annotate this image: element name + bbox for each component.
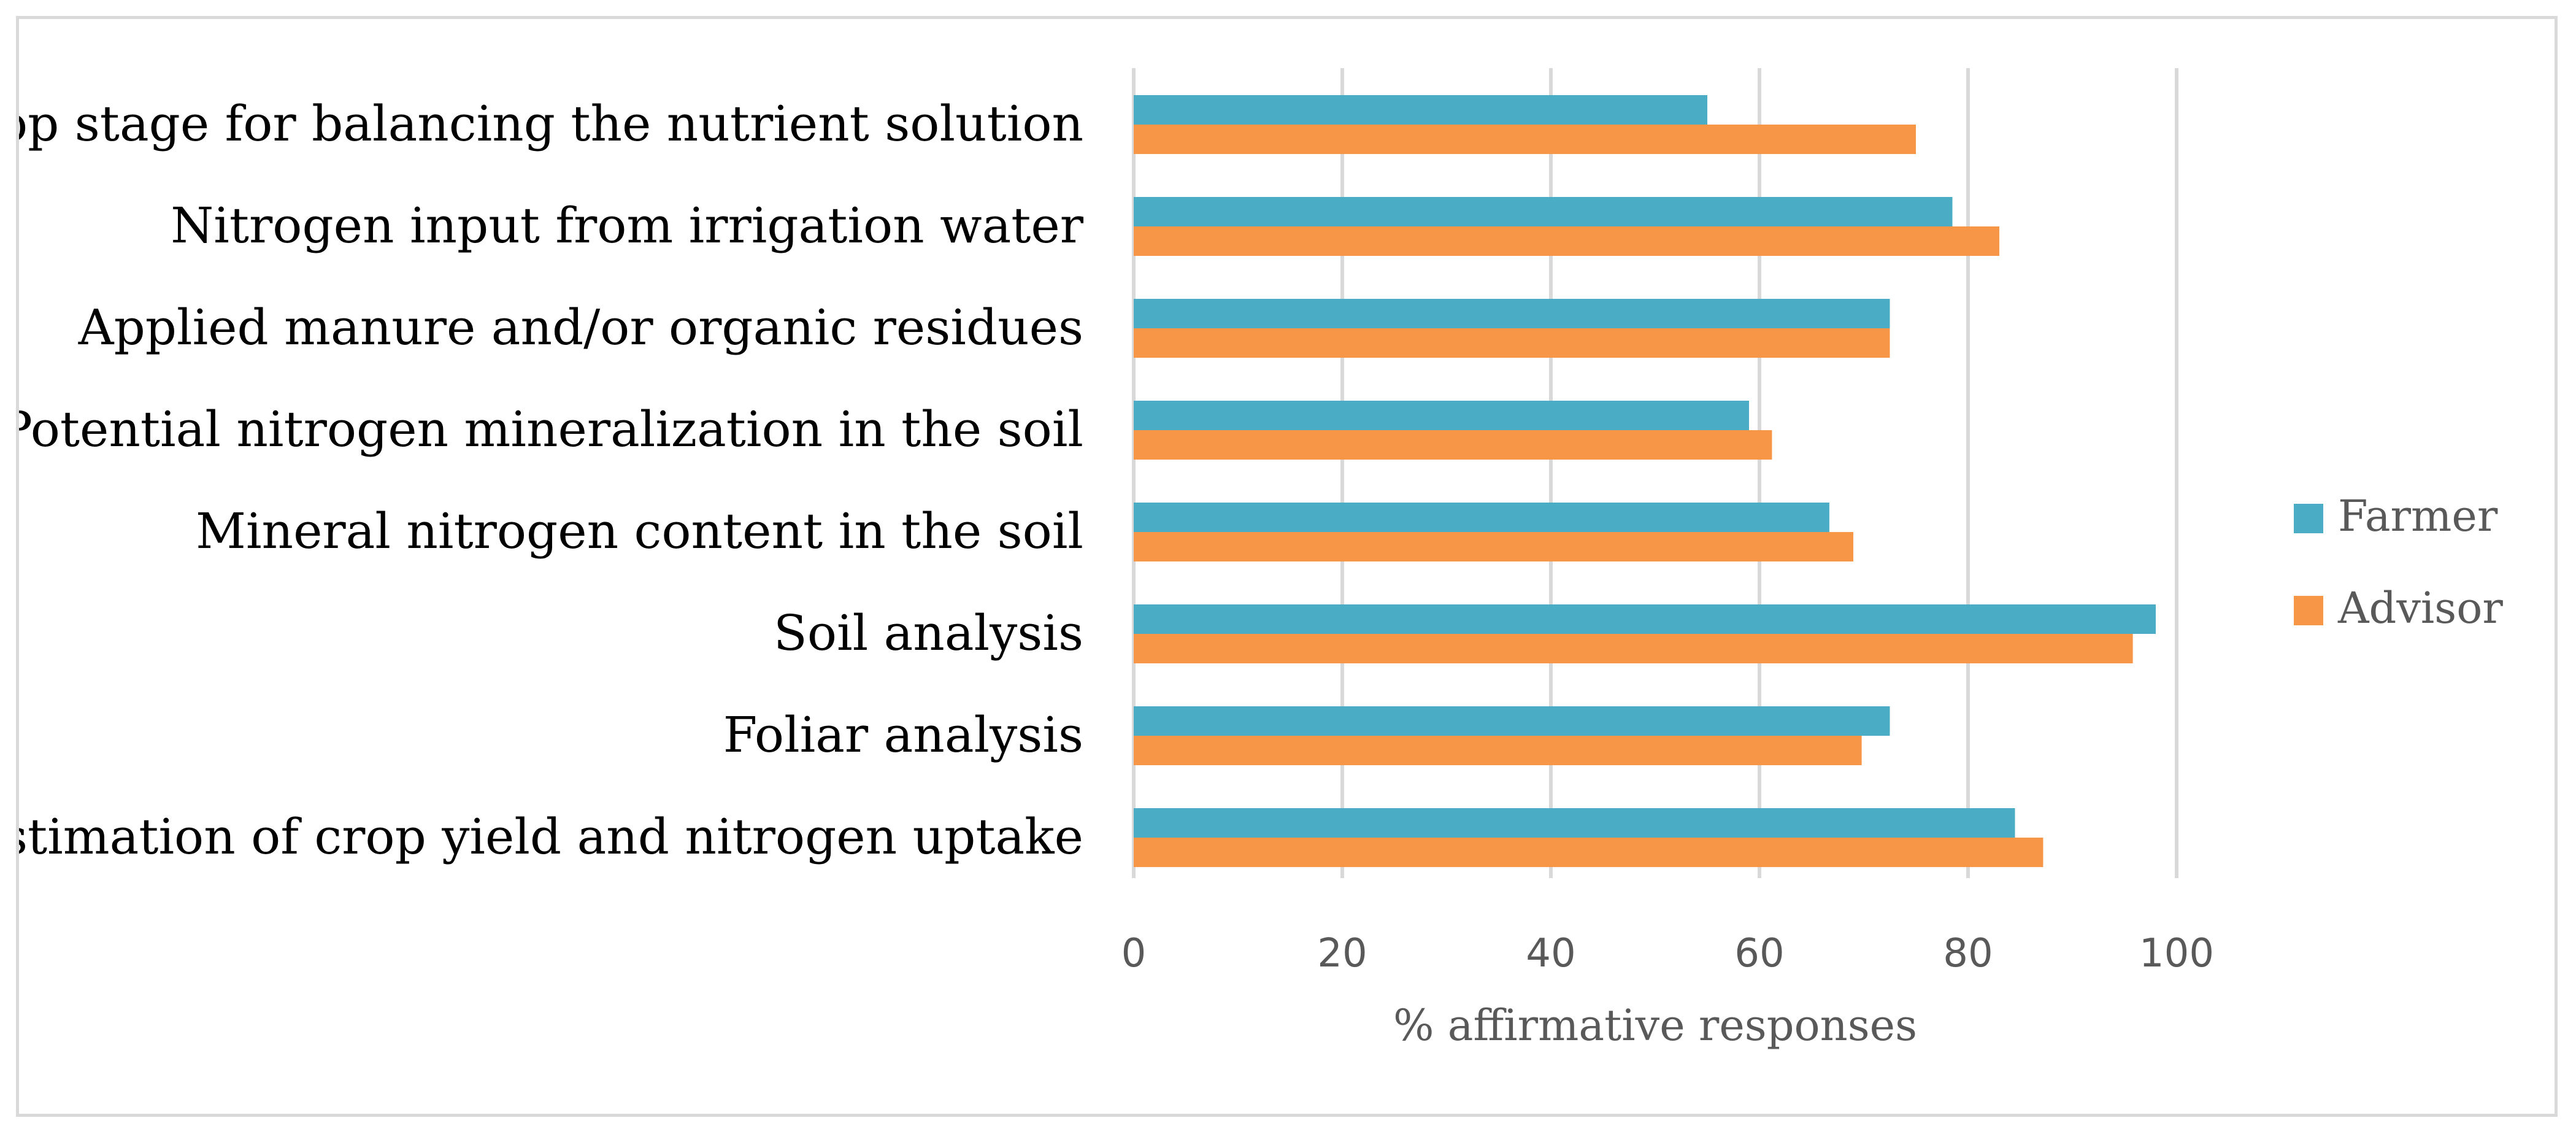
bar-advisor (1134, 226, 1999, 256)
x-tick-labels: 0 20 40 60 80 100 (1121, 931, 2214, 976)
x-tick-label: 100 (2139, 931, 2214, 976)
legend-swatch-farmer (2294, 504, 2323, 533)
x-tick-label: 20 (1317, 931, 1367, 976)
bars (1134, 95, 2156, 867)
bar-farmer (1134, 95, 1707, 125)
category-label: Potential nitrogen mineralization in the… (19, 401, 1083, 458)
legend-swatch-advisor (2294, 596, 2323, 625)
bar-advisor (1134, 532, 1853, 561)
bar-advisor (1134, 634, 2133, 663)
bar-advisor (1134, 838, 2043, 867)
bar-farmer (1134, 503, 1829, 532)
x-tick-label: 40 (1526, 931, 1575, 976)
category-label: Nitrogen input from irrigation water (171, 197, 1083, 254)
bar-advisor (1134, 328, 1890, 358)
bar-advisor (1134, 125, 1916, 154)
category-labels: Crop stage for balancing the nutrient so… (19, 95, 1084, 865)
bar-advisor (1134, 430, 1772, 460)
chart-frame: Crop stage for balancing the nutrient so… (16, 16, 2558, 1117)
legend-label-advisor: Advisor (2337, 583, 2503, 633)
category-label: Estimation of crop yield and nitrogen up… (19, 808, 1083, 865)
bar-chart: Crop stage for balancing the nutrient so… (19, 68, 2503, 1051)
bar-farmer (1134, 299, 1890, 328)
x-axis-title: % affirmative responses (1393, 1000, 1917, 1051)
x-tick-label: 80 (1943, 931, 1993, 976)
category-label: Mineral nitrogen content in the soil (196, 503, 1083, 560)
legend-label-farmer: Farmer (2338, 491, 2498, 541)
category-label: Foliar analysis (723, 706, 1083, 763)
bar-advisor (1134, 736, 1862, 765)
bar-farmer (1134, 706, 1890, 736)
bar-farmer (1134, 197, 1953, 226)
x-tick-label: 60 (1734, 931, 1784, 976)
category-label: Soil analysis (774, 604, 1083, 662)
category-label: Crop stage for balancing the nutrient so… (19, 95, 1083, 152)
category-label: Applied manure and/or organic residues (78, 299, 1083, 356)
bar-farmer (1134, 604, 2156, 634)
legend: Farmer Advisor (2294, 491, 2503, 633)
bar-farmer (1134, 808, 2015, 838)
bar-farmer (1134, 401, 1749, 430)
x-tick-label: 0 (1121, 931, 1147, 976)
